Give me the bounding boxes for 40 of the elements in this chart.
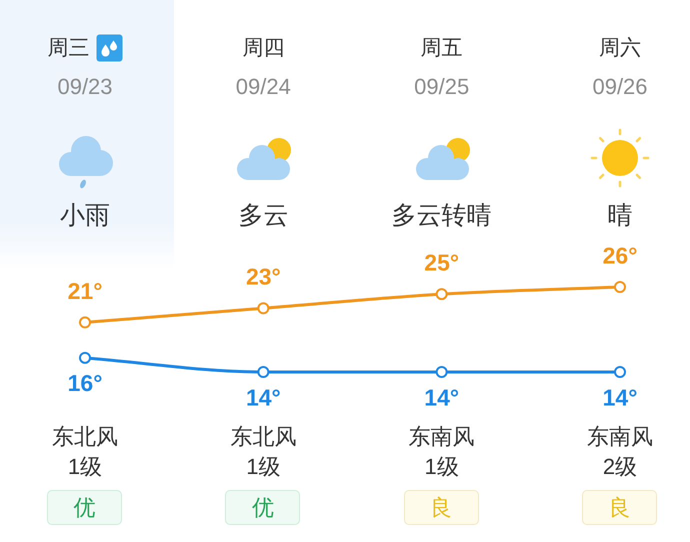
quality-badge: 良 (404, 490, 479, 525)
data-label: 25° (424, 249, 460, 276)
text: 晴 (608, 202, 632, 230)
text: 09/26 (592, 74, 648, 99)
data-label: 16° (68, 370, 102, 396)
data-label: 21° (68, 278, 102, 304)
data-label: 14° (246, 384, 281, 410)
point (257, 366, 270, 378)
text: 09/23 (57, 74, 113, 99)
point (79, 352, 91, 364)
quality-badge: 优 (225, 490, 300, 525)
data-label: 23° (246, 264, 281, 290)
quality-badge: 良 (582, 490, 657, 525)
text: 多云 (238, 202, 288, 230)
text: 多云转晴 (392, 202, 492, 230)
text: 1级 (68, 454, 102, 479)
x-tick-label: 周六 (599, 36, 641, 60)
data-label: 26° (602, 242, 638, 268)
x-tick-label: 周五 (420, 36, 463, 60)
text: 小雨 (60, 202, 110, 230)
text: 东南风 (587, 424, 653, 449)
quality-badge: 优 (47, 490, 122, 525)
text: 09/24 (236, 74, 291, 99)
text: 东南风 (408, 424, 475, 449)
text: 2级 (602, 454, 638, 479)
point (614, 366, 626, 378)
text: 东北风 (52, 424, 118, 449)
data-label: 14° (424, 384, 460, 410)
text: 09/25 (414, 74, 470, 99)
point (257, 302, 270, 314)
text: 1级 (424, 454, 459, 479)
point (436, 288, 448, 300)
x-tick-label: 周四 (242, 36, 284, 60)
data-label: 14° (602, 384, 638, 410)
point (79, 316, 91, 328)
text: 1级 (246, 454, 280, 479)
point (436, 366, 448, 378)
point (614, 281, 626, 293)
text: 东北风 (230, 424, 296, 449)
x-tick-label: 周三 (48, 36, 90, 60)
